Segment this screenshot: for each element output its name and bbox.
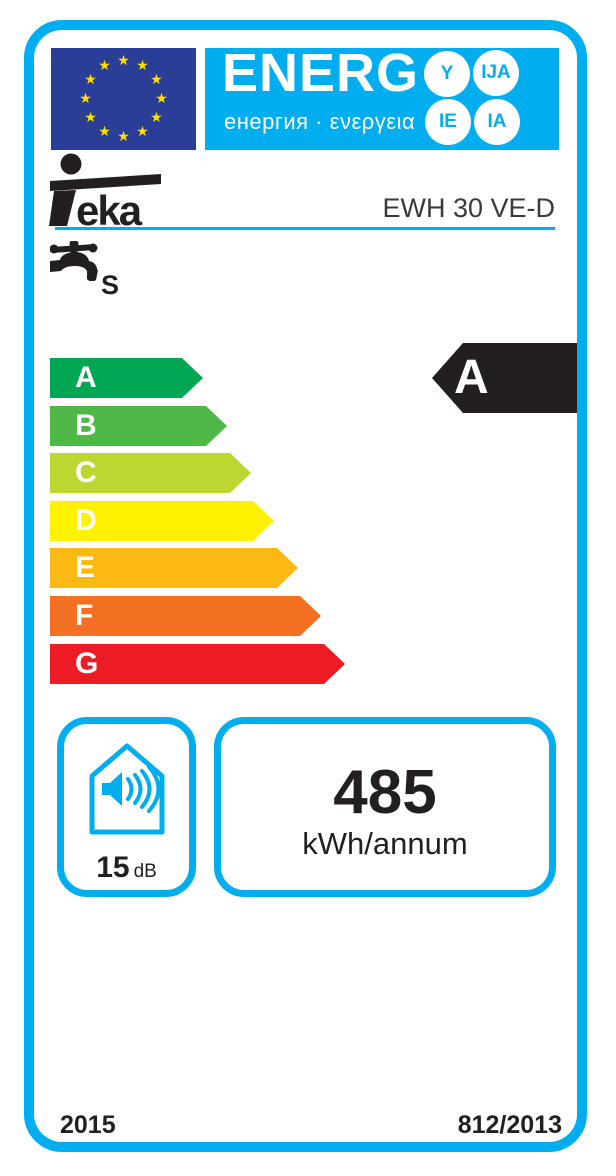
noise-house-icon bbox=[89, 743, 165, 835]
teka-logo-letters: eka bbox=[76, 187, 143, 227]
tap-icon bbox=[50, 241, 98, 281]
energy-header-banner: ENERG енергия · ενεργεια Y IJA IE IA bbox=[205, 43, 559, 150]
rated-class-arrow: A bbox=[432, 343, 577, 413]
energy-word-ending-circle: IA bbox=[474, 99, 520, 145]
eu-star-icon: ★ bbox=[84, 71, 97, 87]
regulation-number: 812/2013 bbox=[457, 1111, 562, 1139]
eu-star-icon: ★ bbox=[98, 122, 111, 139]
annual-consumption-value: 485 bbox=[333, 758, 437, 827]
efficiency-class-arrow: C bbox=[50, 453, 251, 493]
eu-star-icon: ★ bbox=[117, 52, 130, 68]
energy-word: ENERG bbox=[222, 43, 420, 103]
eu-star-icon: ★ bbox=[150, 71, 163, 87]
noise-value-row: 15 dB bbox=[64, 851, 189, 885]
efficiency-class-arrow: A bbox=[50, 358, 203, 398]
model-number: EWH 30 VE-D bbox=[382, 193, 555, 223]
eu-star-icon: ★ bbox=[98, 57, 111, 74]
annual-consumption-box: 485 kWh/annum bbox=[214, 717, 556, 897]
eu-star-icon: ★ bbox=[155, 90, 168, 106]
efficiency-class-arrow: E bbox=[50, 548, 298, 588]
label-year: 2015 bbox=[60, 1111, 116, 1139]
energy-word-subtitle: енергия · ενεργεια bbox=[224, 109, 416, 134]
eu-star-icon: ★ bbox=[84, 109, 97, 125]
header-separator-line bbox=[55, 227, 555, 230]
eu-star-icon: ★ bbox=[136, 122, 149, 139]
eu-flag-icon: ★ ★ ★ ★ ★ ★ ★ ★ ★ ★ ★ ★ bbox=[51, 48, 196, 150]
eu-star-icon: ★ bbox=[136, 57, 149, 74]
energy-word-ending-circle: IE bbox=[425, 99, 471, 145]
noise-value: 15 bbox=[96, 851, 130, 884]
load-profile-label: S bbox=[101, 270, 120, 300]
efficiency-class-arrow: G bbox=[50, 644, 345, 684]
efficiency-class-arrow: B bbox=[50, 406, 227, 446]
label-frame bbox=[24, 20, 587, 1152]
energy-word-ending-circle: Y bbox=[424, 51, 470, 97]
eu-star-icon: ★ bbox=[150, 109, 163, 125]
noise-unit: dB bbox=[133, 861, 157, 882]
eu-star-icon: ★ bbox=[79, 90, 92, 106]
efficiency-class-arrow: D bbox=[50, 501, 274, 541]
eu-star-icon: ★ bbox=[117, 128, 130, 144]
energy-word-ending-circle: IJA bbox=[473, 50, 519, 96]
annual-consumption-unit: kWh/annum bbox=[302, 826, 468, 861]
noise-box: 15 dB bbox=[57, 717, 196, 897]
teka-logo: eka bbox=[49, 153, 161, 227]
efficiency-class-arrow: F bbox=[50, 596, 321, 636]
